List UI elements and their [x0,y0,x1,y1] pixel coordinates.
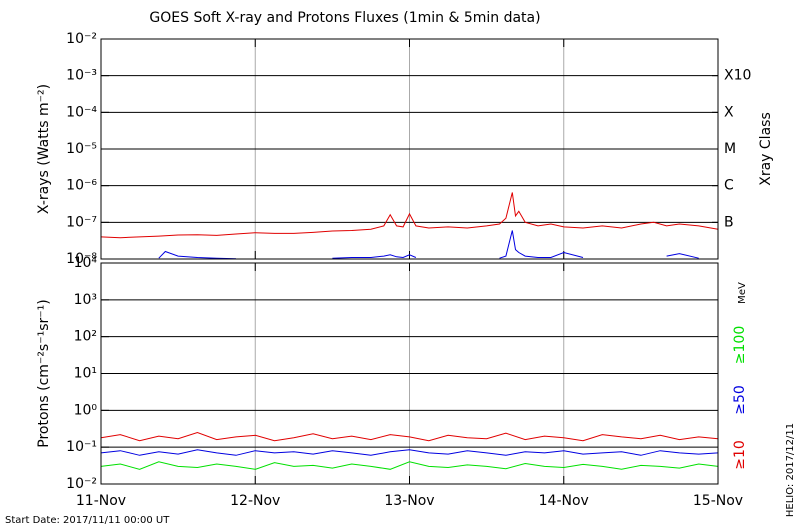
series-line [158,230,699,260]
series-line [100,449,719,456]
y2-axis-label: Xray Class [758,112,774,186]
class-label: X10 [724,68,751,84]
y-tick-label: 10⁻¹ [66,439,97,455]
y-tick-label: 10⁻³ [66,68,97,84]
chart-title: GOES Soft X-ray and Protons Fluxes (1min… [149,10,540,26]
legend-unit: MeV [737,282,748,304]
class-label: M [724,141,736,157]
legend-entry: ≥100 [732,326,748,364]
plot-frame [100,38,719,260]
y-axis-label: X-rays (Watts m⁻²) [36,84,52,214]
start-date: Start Date: 2017/11/11 00:00 UT [5,515,170,526]
plot-frame [100,262,719,485]
x-tick-label: 14-Nov [539,493,589,509]
y-tick-label: 10⁴ [74,255,98,271]
y-tick-label: 10¹ [74,366,97,382]
x-tick-label: 11-Nov [76,493,126,509]
y-axis-label: Protons (cm⁻²s⁻¹sr⁻¹) [36,299,52,448]
y-tick-label: 10⁻⁵ [66,141,97,157]
credit: HELIO: 2017/12/11 [785,423,796,517]
series-line [100,431,719,442]
y-tick-label: 10⁻⁷ [66,214,97,230]
series-line [100,461,719,470]
y-tick-label: 10² [74,329,97,345]
series-line [100,192,719,239]
x-tick-label: 13-Nov [384,493,434,509]
y-tick-label: 10⁻² [66,476,97,492]
y-tick-label: 10³ [74,292,97,308]
y-tick-label: 10⁰ [74,402,98,418]
y-tick-label: 10⁻⁶ [66,178,97,194]
y-tick-label: 10⁻⁸ [66,251,97,267]
x-tick-label: 12-Nov [230,493,280,509]
x-tick-label: 15-Nov [693,493,743,509]
legend-entry: ≥50 [732,385,748,415]
legend-entry: ≥10 [732,440,748,470]
class-label: B [724,214,734,230]
class-label: X [724,104,734,120]
y-tick-label: 10⁻⁴ [66,104,97,120]
y-tick-label: 10⁻² [66,31,97,47]
class-label: C [724,178,734,194]
